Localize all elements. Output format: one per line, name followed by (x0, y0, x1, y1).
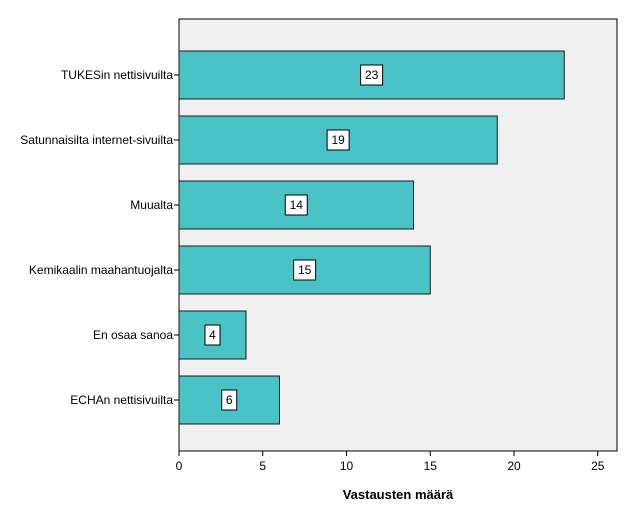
x-axis-title: Vastausten määrä (343, 487, 454, 502)
data-label: 14 (290, 198, 304, 212)
category-label: Satunnaisilta internet-sivuilta (20, 133, 173, 147)
data-label-box (284, 194, 308, 216)
x-tick-label: 25 (591, 459, 605, 473)
data-label: 6 (226, 393, 233, 407)
data-label: 23 (365, 68, 379, 82)
category-label: Muualta (130, 198, 173, 212)
data-label-box (221, 389, 238, 411)
x-tick-label: 10 (340, 459, 354, 473)
category-label: TUKESin nettisivuilta (61, 68, 173, 82)
category-label: En osaa sanoa (93, 328, 173, 342)
axes-layer: TUKESin nettisivuilta Satunnaisilta inter… (20, 68, 604, 473)
category-label: Kemikaalin maahantuojalta (29, 263, 173, 277)
x-tick-label: 0 (176, 459, 183, 473)
data-label-box (204, 324, 221, 346)
category-label: ECHAn nettisivuilta (70, 393, 173, 407)
labels-layer: 23 19 14 15 4 6 (204, 64, 384, 411)
data-label: 4 (209, 328, 216, 342)
data-label: 15 (298, 263, 312, 277)
x-tick-label: 15 (424, 459, 438, 473)
data-label-box (293, 259, 317, 281)
data-label-box (360, 64, 384, 86)
data-label-box (326, 129, 350, 151)
data-label: 19 (331, 133, 345, 147)
x-tick-label: 5 (259, 459, 266, 473)
x-tick-label: 20 (507, 459, 521, 473)
